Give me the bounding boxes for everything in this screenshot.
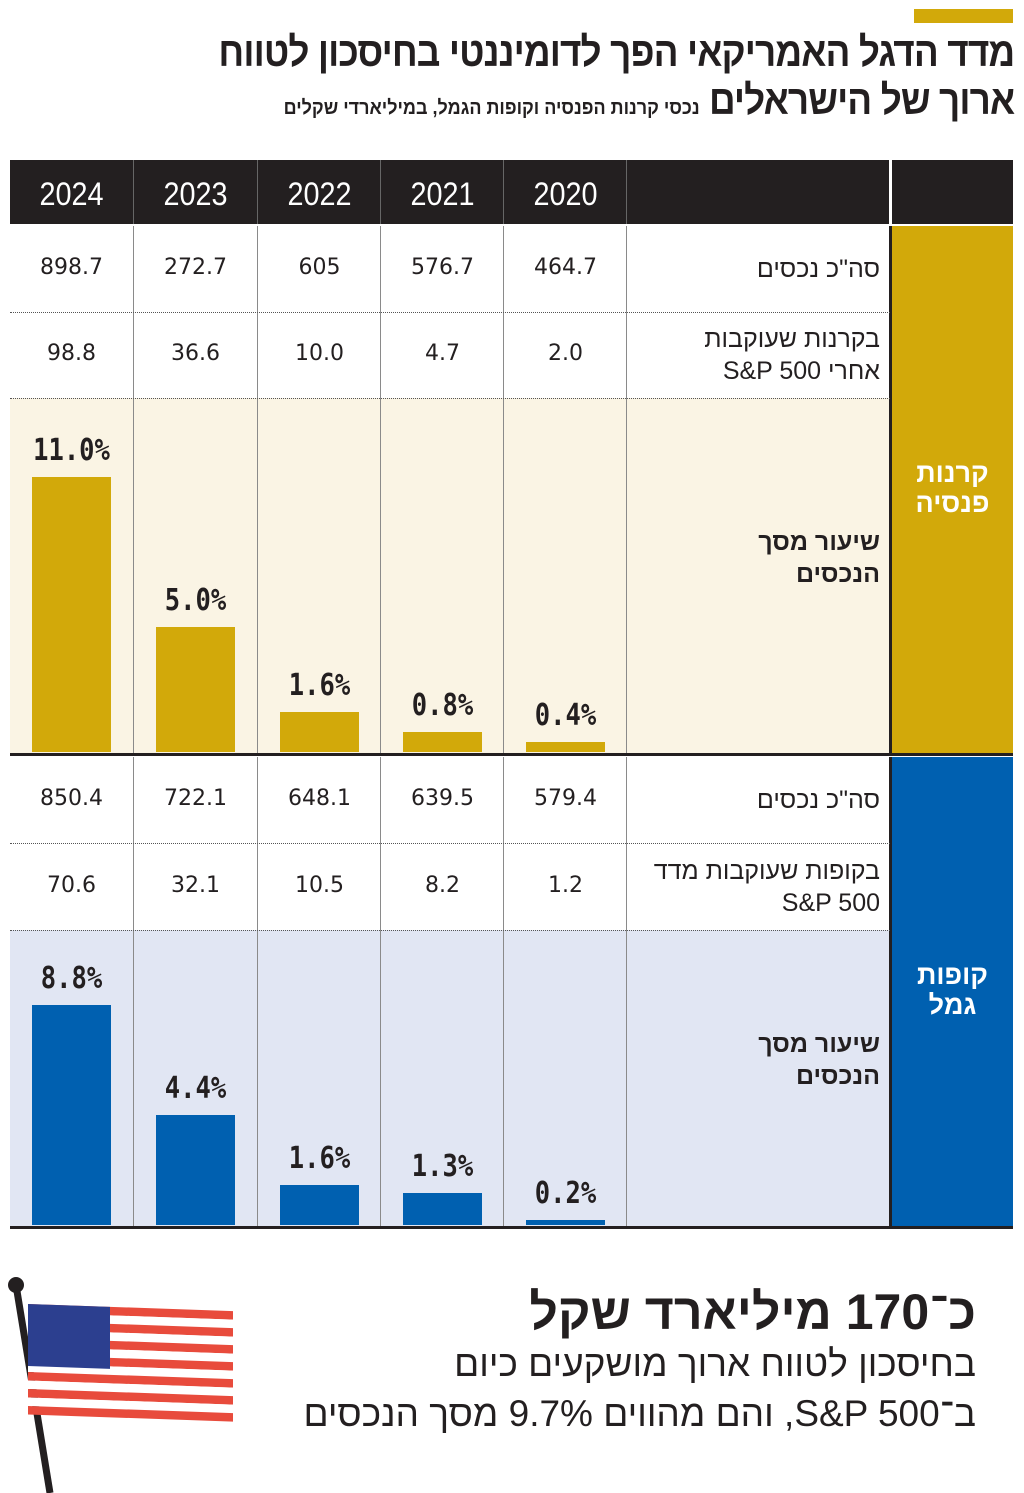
section-band <box>892 757 1013 1226</box>
table-cell: 36.6 <box>171 341 220 366</box>
table-bottom-border <box>10 1226 1013 1229</box>
bar-value-label: 1.3% <box>411 1148 474 1184</box>
row-label: שיעור מסך הנכסים <box>758 1030 880 1090</box>
table-cell: 605 <box>298 255 341 280</box>
section-label: קרנות פנסיה <box>915 457 990 518</box>
header-divider <box>626 160 627 224</box>
bar-value-label: 0.2% <box>534 1176 597 1211</box>
us-flag-icon <box>8 1277 233 1493</box>
page-title: מדד הדגל האמריקאי הפך לדומיננטי בחיסכון … <box>218 28 1015 132</box>
table-cell: 898.7 <box>40 255 103 280</box>
bar <box>526 742 605 752</box>
column-divider <box>626 226 627 753</box>
bar <box>403 732 482 752</box>
row-label: בקופות שעוקבות מדד S&P 500 <box>653 856 880 917</box>
table-cell: 1.2 <box>548 872 583 898</box>
section-band <box>892 226 1013 753</box>
bar <box>280 712 359 752</box>
table-cell: 272.7 <box>164 255 227 280</box>
subtitle: נכסי קרנות הפנסיה וקופות הגמל, במיליארדי… <box>283 97 700 119</box>
table-cell: 4.7 <box>425 341 460 366</box>
column-divider <box>257 226 258 753</box>
section-divider <box>889 226 892 753</box>
note-headline: כ־170 מיליארד שקל <box>529 1284 976 1340</box>
bar-value-label: 5.0% <box>164 583 227 618</box>
column-divider <box>380 226 381 753</box>
section-separator <box>10 753 1013 756</box>
column-divider <box>133 757 134 1226</box>
year-header: 2021 <box>410 176 475 212</box>
bar-value-label: 0.4% <box>534 698 597 733</box>
accent-bar <box>914 9 1013 23</box>
column-divider <box>626 757 627 1226</box>
bar-value-label: 0.8% <box>411 688 474 723</box>
row-label: סה"כ נכסים <box>756 255 880 283</box>
column-divider <box>257 757 258 1226</box>
row-label: שיעור מסך הנכסים <box>758 527 880 588</box>
year-header: 2023 <box>163 176 228 212</box>
column-divider <box>133 226 134 753</box>
bar-value-label: 8.8% <box>40 961 103 996</box>
bar-value-label: 1.6% <box>288 668 351 703</box>
table-cell: 10.5 <box>295 872 344 898</box>
column-divider <box>503 226 504 753</box>
row-label: בקרנות שעוקבות אחרי S&P 500 <box>704 325 880 385</box>
bar <box>156 627 235 752</box>
column-divider <box>503 757 504 1226</box>
note-line-1: בחיסכון לטווח ארוך מושקעים כיום <box>454 1343 976 1384</box>
table-cell: 70.6 <box>47 872 96 898</box>
flag-stripe <box>28 1380 233 1397</box>
header-divider <box>380 160 381 224</box>
header-divider <box>257 160 258 224</box>
section-divider <box>889 757 892 1226</box>
table-cell: 648.1 <box>288 786 351 811</box>
header-divider <box>889 160 892 224</box>
column-divider <box>380 757 381 1226</box>
flag-stripe <box>28 1405 233 1422</box>
note-line-2: ב־S&P 500, והם מהווים 9.7% מסך הנכסים <box>303 1393 976 1434</box>
table-cell: 576.7 <box>411 255 474 280</box>
row-label: סה"כ נכסים <box>756 786 880 814</box>
flag-stripe <box>28 1397 233 1414</box>
bar <box>32 477 111 752</box>
bar <box>526 1220 605 1225</box>
bar-value-label: 11.0% <box>33 433 110 468</box>
table-cell: 10.0 <box>295 341 344 366</box>
bar <box>156 1115 235 1225</box>
title-line-1: מדד הדגל האמריקאי הפך לדומיננטי בחיסכון … <box>218 29 1015 75</box>
flag-stripe <box>28 1388 233 1405</box>
bar <box>32 1005 111 1225</box>
table-cell: 639.5 <box>411 786 474 811</box>
row-divider <box>10 398 890 399</box>
year-header: 2024 <box>39 176 104 212</box>
row-divider <box>10 312 890 313</box>
row-divider <box>10 843 890 844</box>
year-header: 2022 <box>287 176 352 212</box>
bar <box>280 1185 359 1225</box>
bar-value-label: 4.4% <box>164 1071 227 1106</box>
row-divider <box>10 930 890 931</box>
bar-value-label: 1.6% <box>288 1141 351 1176</box>
table-cell: 579.4 <box>534 786 597 811</box>
bar <box>403 1192 482 1225</box>
table-cell: 8.2 <box>425 872 460 898</box>
section-label: קופות גמל <box>917 959 988 1020</box>
header-divider <box>503 160 504 224</box>
table-cell: 98.8 <box>47 341 96 366</box>
table-cell: 464.7 <box>534 255 597 280</box>
table-cell: 850.4 <box>40 786 103 811</box>
header-divider <box>133 160 134 224</box>
table-cell: 722.1 <box>164 786 227 811</box>
title-line-2: ארוך של הישראלים <box>708 77 1015 123</box>
flag-stripe <box>28 1371 233 1388</box>
year-header: 2020 <box>533 176 598 212</box>
table-header <box>10 160 1013 224</box>
table-cell: 32.1 <box>171 872 220 898</box>
table-cell: 2.0 <box>548 341 583 366</box>
